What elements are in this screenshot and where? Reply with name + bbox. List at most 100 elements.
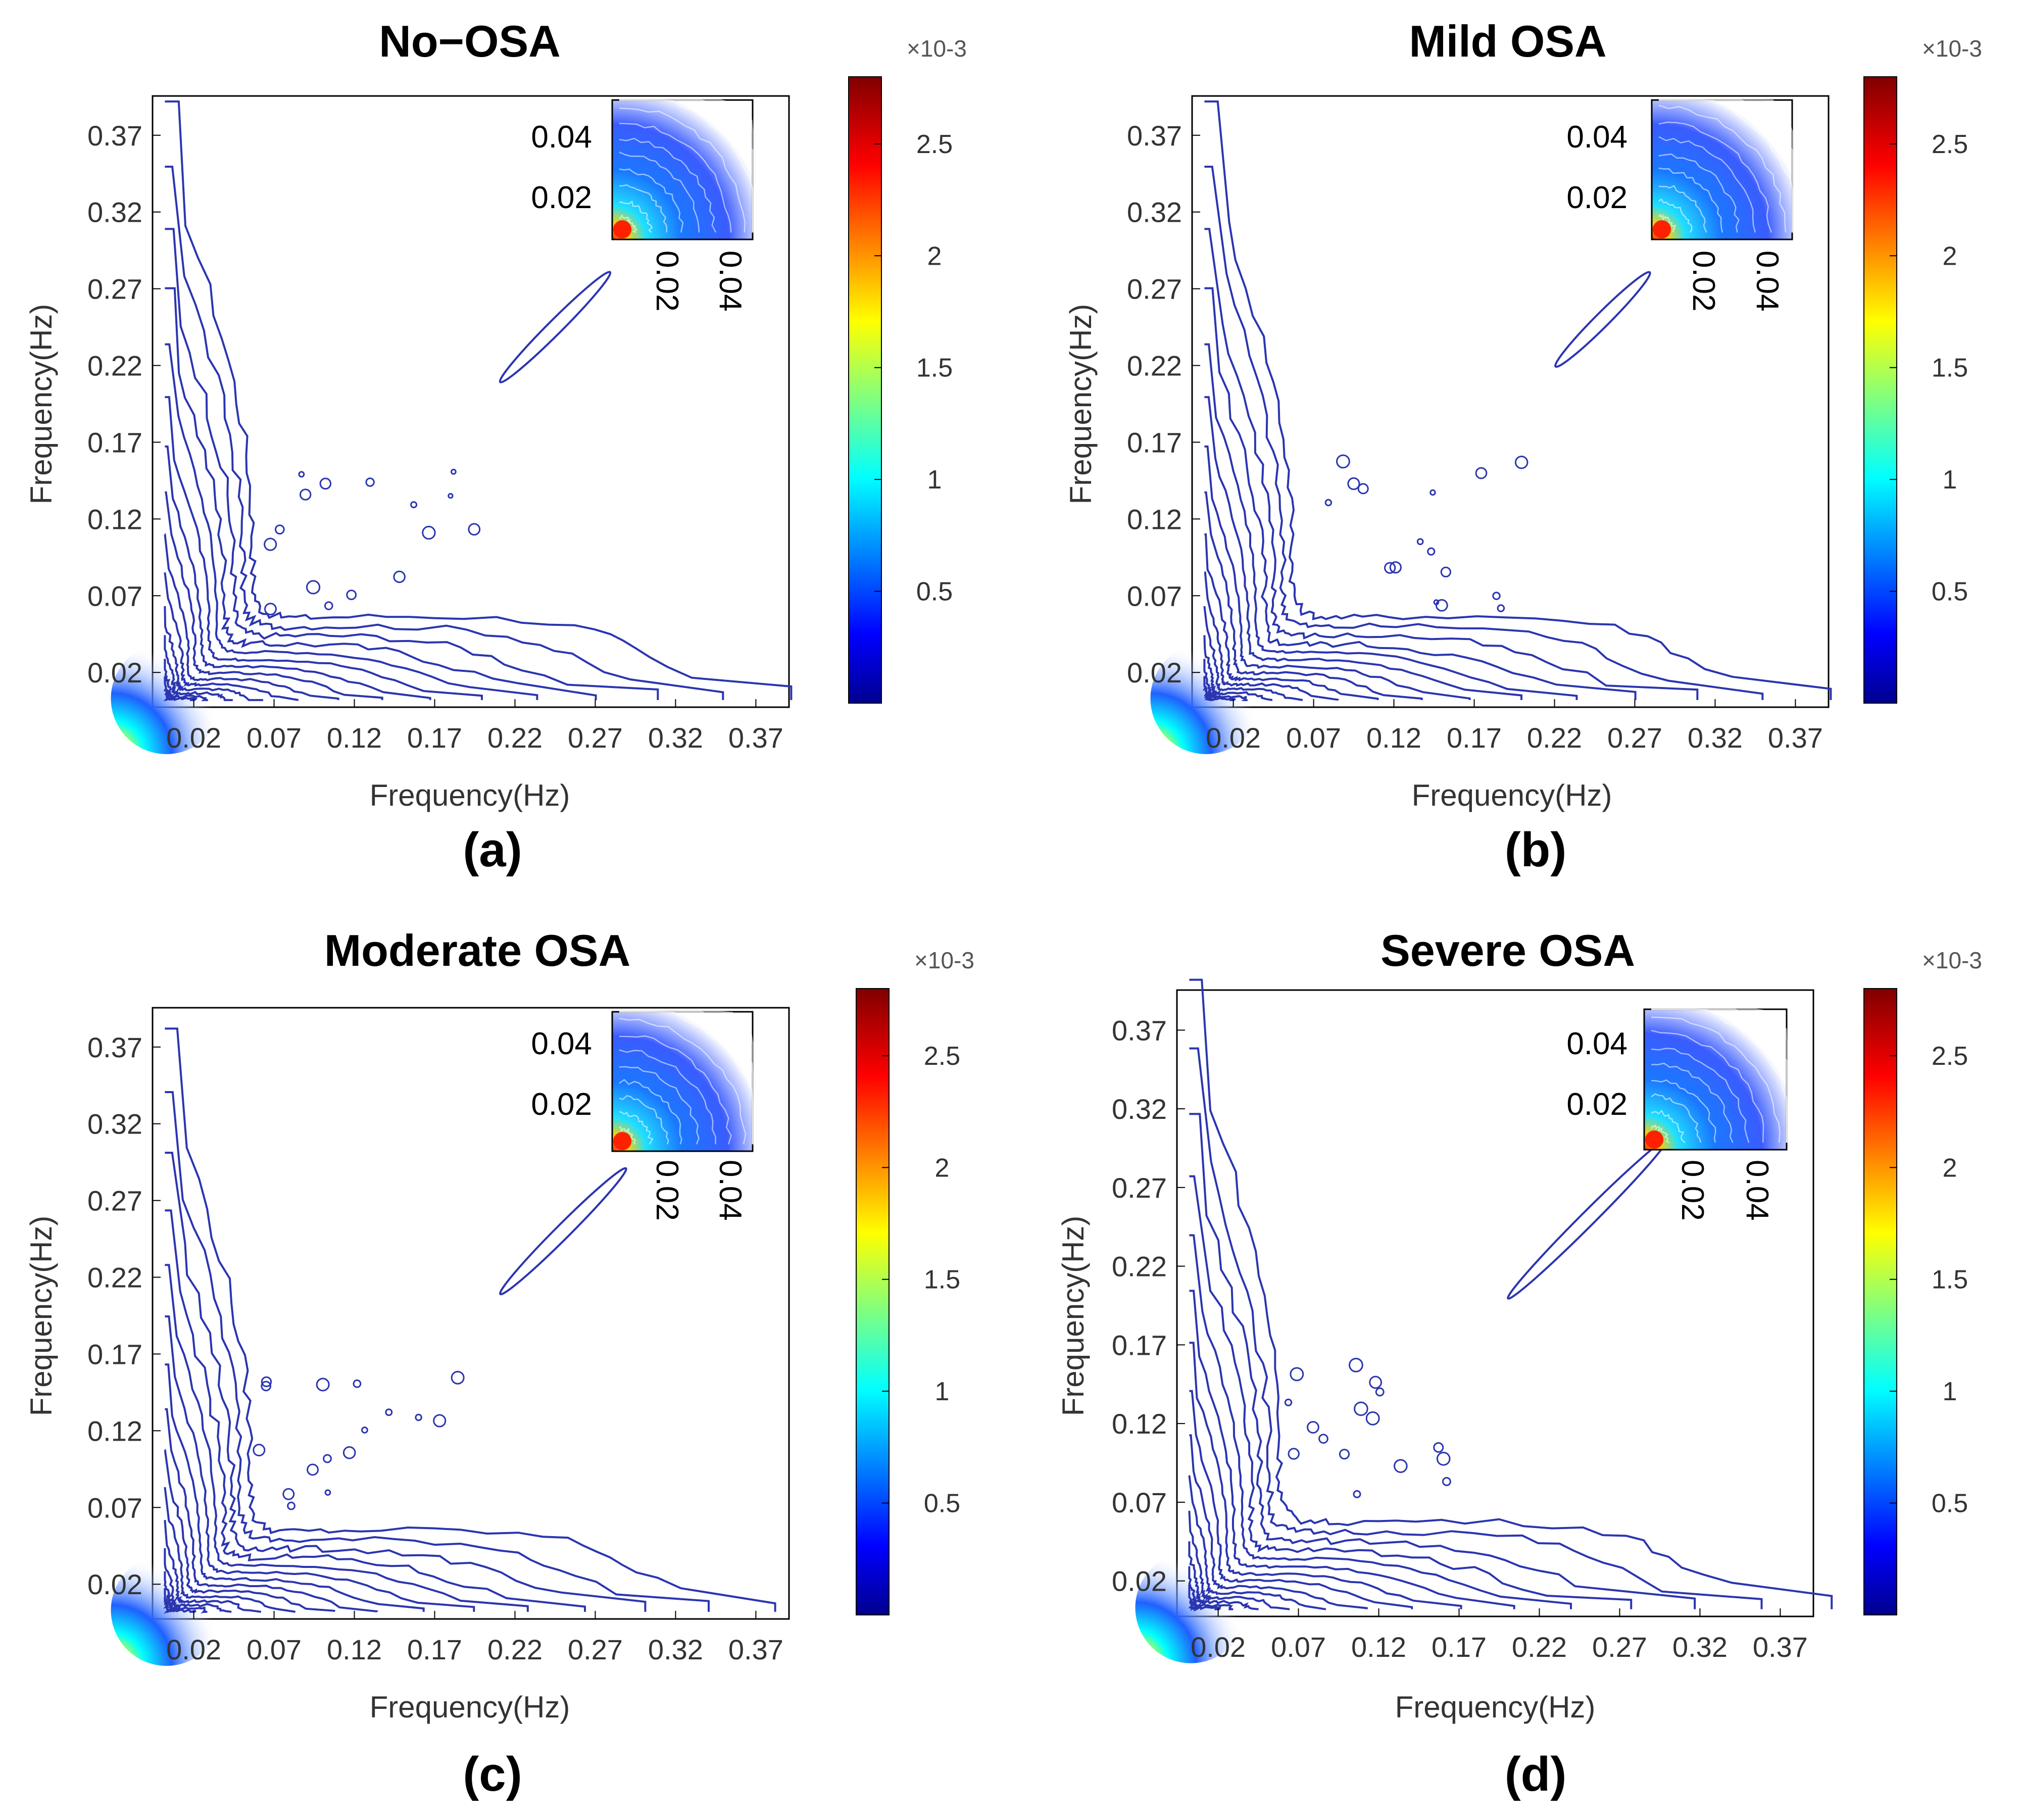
contour-blob: [324, 601, 333, 611]
contour-line: [1189, 1342, 1462, 1609]
panel-title: Moderate OSA: [324, 925, 630, 975]
y-tick-label: 0.07: [1112, 1487, 1167, 1518]
contour-blob: [1475, 467, 1488, 479]
inset-xtick: 0.02: [650, 1160, 684, 1221]
contour-blob: [365, 477, 375, 487]
contour-blob: [422, 525, 436, 540]
colorbar-tick-label: 2: [1943, 241, 1957, 271]
x-tick-label: 0.07: [247, 1634, 302, 1665]
inset-peak: [1645, 1130, 1663, 1149]
x-tick-label: 0.02: [1206, 722, 1261, 754]
contour-blob: [410, 501, 418, 509]
contour-blob: [1324, 499, 1333, 507]
inset-contour-line: [1650, 1124, 1670, 1144]
inset-frame: [611, 99, 754, 240]
contour-line: [165, 287, 597, 700]
y-tick-labels: 0.02 0.07 0.12 0.17 0.22 0.27 0.32 0.37: [1112, 1014, 1167, 1597]
y-tick-label: 0.27: [87, 273, 142, 305]
contour-blob: [1288, 1448, 1300, 1460]
contour-blob: [316, 1378, 330, 1392]
x-tick-label: 0.07: [247, 722, 302, 754]
contour-blob: [1389, 561, 1402, 574]
contour-line: [165, 1363, 425, 1612]
y-tick-label: 0.32: [87, 196, 142, 228]
inset-ytick: 0.04: [531, 1026, 592, 1061]
inset-peak: [1653, 220, 1671, 238]
inset-xtick: 0.04: [1740, 1160, 1774, 1221]
colorbar-tick-label: 2.5: [1932, 1042, 1968, 1071]
y-tick-label: 0.17: [87, 426, 142, 458]
colorbar-tick-label: 2.5: [916, 130, 953, 159]
contour-line: [1188, 1510, 1290, 1610]
colorbar-tick-label: 1.5: [916, 354, 953, 383]
contour-blob: [261, 1376, 272, 1388]
contour-line: [165, 1091, 710, 1612]
y-axis-label: Frequency(Hz): [24, 304, 58, 505]
contour-line: [1188, 1541, 1259, 1610]
contour-blob: [1307, 1421, 1319, 1434]
contour-blob: [342, 1446, 356, 1459]
panel-title: Severe OSA: [1381, 925, 1635, 975]
contour-blob: [1436, 1452, 1451, 1466]
contour-layer: [1150, 100, 1832, 754]
inset-ytick: 0.02: [531, 180, 592, 215]
contour-line: [164, 659, 208, 702]
contour-line: [1202, 676, 1236, 701]
contour-line: [164, 635, 233, 701]
y-tick-label: 0.12: [1112, 1408, 1167, 1440]
x-tick-label: 0.02: [1191, 1631, 1246, 1663]
inset-contour-line: [619, 184, 668, 233]
y-tick-label: 0.32: [1112, 1093, 1167, 1125]
contour-blob: [1384, 562, 1396, 574]
contour-line: [1204, 533, 1379, 700]
colorbar-tick-label: 2: [927, 241, 942, 271]
panel-b: Mild OSA 0.04 0.02 0.02 0.04 0.02 0.07 0.1…: [1064, 16, 1982, 877]
colorbar-tick-label: 0.5: [1932, 577, 1968, 607]
contour-line: [164, 533, 339, 700]
inset-contours: [613, 99, 754, 238]
panel-a: No−OSA 0.04 0.02 0.02 0.04 0.02 0.07 0.12 0…: [24, 16, 967, 877]
inset-contour-line: [1651, 1048, 1750, 1143]
contour-line: [165, 1027, 776, 1612]
inset-contour-line: [1651, 1062, 1734, 1143]
contour-line: [165, 1408, 378, 1612]
contour-line: [164, 1519, 261, 1613]
inset-ytick: 0.02: [1566, 1087, 1628, 1122]
contour-blob: [264, 537, 277, 551]
inset-contour-line: [619, 99, 754, 233]
x-tick-label: 0.37: [728, 1634, 783, 1665]
inset-ytick: 0.04: [531, 120, 592, 155]
inset-contour-line: [619, 108, 746, 233]
y-tick-label: 0.12: [87, 1415, 142, 1447]
colorbar-exponent: ×10-3: [1922, 947, 1982, 973]
inset-xtick: 0.04: [713, 251, 748, 312]
contour-blob: [261, 1381, 272, 1392]
inset-contour-line: [1651, 1109, 1686, 1144]
inset-contour-line: [1651, 1008, 1788, 1143]
contour-line: [1189, 1113, 1696, 1609]
panel-caption: (a): [463, 823, 522, 877]
colorbar-tick-label: 0.5: [924, 1489, 960, 1518]
inset-xtick: 0.02: [1675, 1160, 1710, 1221]
inset-contour-line: [619, 201, 653, 233]
y-tick-label: 0.22: [87, 1262, 142, 1294]
colorbar-ticks: 0.5 1 1.5 2 2.5: [1890, 1042, 1968, 1518]
x-tick-label: 0.37: [1768, 722, 1823, 754]
contour-blob: [468, 523, 481, 536]
x-tick-label: 0.27: [568, 722, 623, 754]
inset-contour-line: [619, 1049, 716, 1145]
contour-line: [165, 1209, 586, 1612]
y-tick-label: 0.27: [87, 1185, 142, 1217]
inset-contour-line: [619, 1011, 754, 1145]
contour-line: [164, 572, 299, 701]
contour-line: [165, 100, 793, 700]
colorbar-tick-label: 0.5: [1932, 1489, 1968, 1518]
inset-contour-line: [619, 168, 684, 233]
contour-blob: [1497, 604, 1505, 612]
colorbar: [848, 76, 882, 704]
colorbar-exponent: ×10-3: [914, 947, 974, 973]
contour-blob: [264, 603, 277, 616]
x-tick-label: 0.17: [407, 722, 462, 754]
contour-blob: [448, 493, 454, 499]
